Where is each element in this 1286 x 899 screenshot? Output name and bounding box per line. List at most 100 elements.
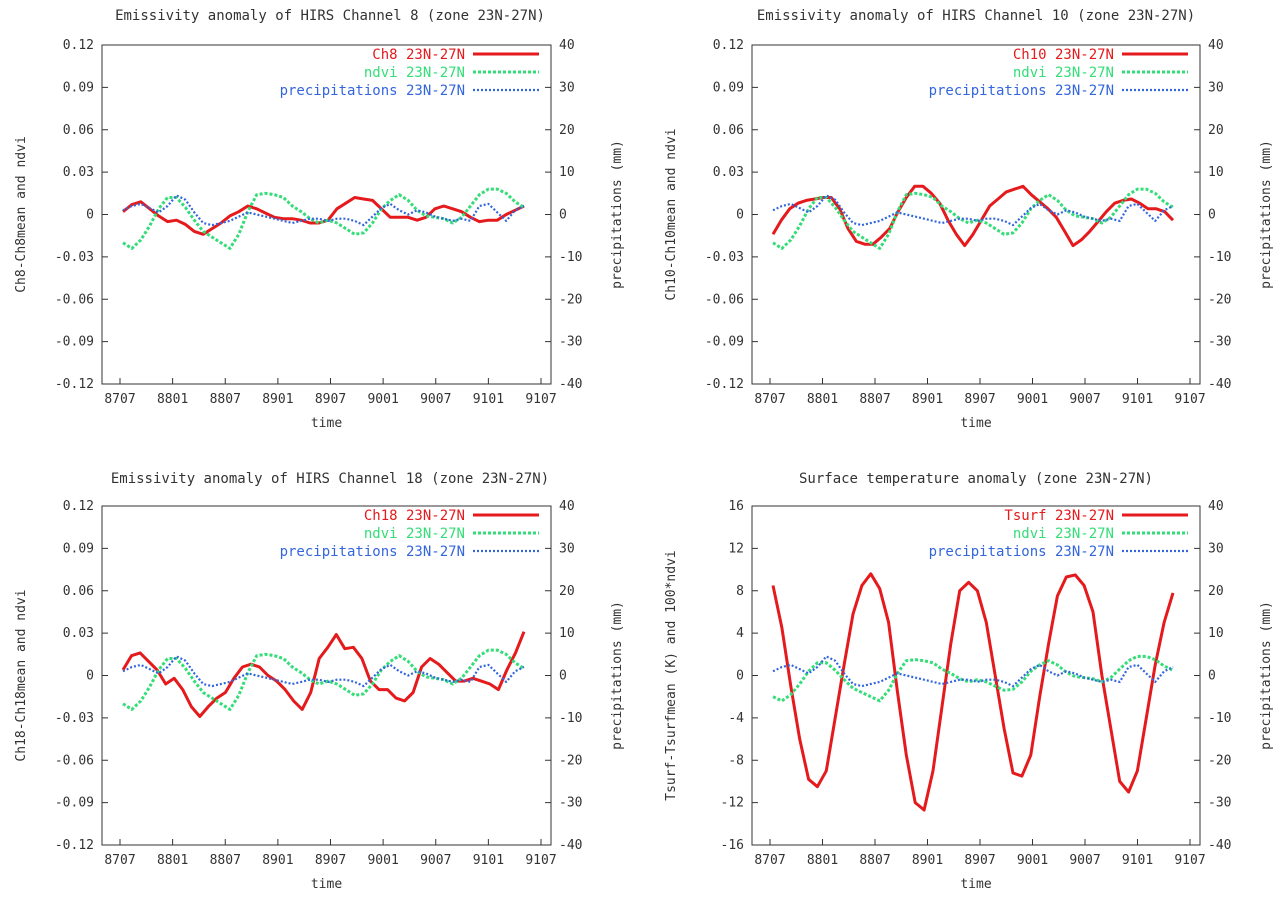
legend-label-ndvi: ndvi 23N-27N [364,526,465,542]
y-tick-label: -16 [721,838,744,853]
y2-tick-label: 10 [559,626,575,641]
legend-label-ndvi: ndvi 23N-27N [1013,526,1114,542]
y2-tick-label: 20 [1208,584,1224,599]
y2-tick-label: 30 [559,80,575,95]
x-tick-label: 9107 [1174,392,1205,407]
series-line-precip [122,655,525,688]
chart-panel-3: Emissivity anomaly of HIRS Channel 18 (z… [14,471,625,892]
legend-label-channel: Ch18 23N-27N [364,508,465,524]
x-tick-label: 8901 [262,392,293,407]
chart-panel-4: Surface temperature anomaly (zone 23N-27… [664,471,1274,892]
chart-title: Emissivity anomaly of HIRS Channel 8 (zo… [115,8,545,24]
series-line-ndvi [772,187,1174,250]
y2-tick-label: -40 [559,377,582,392]
y-tick-label: -4 [728,711,744,726]
y-tick-label: -12 [721,796,744,811]
legend-label-precip: precipitations 23N-27N [929,544,1114,560]
y-tick-label: -0.03 [55,250,94,265]
y2-tick-label: -30 [1208,335,1231,350]
y2-tick-label: -20 [559,292,582,307]
y-tick-label: 0.03 [63,165,94,180]
y2-axis-label: precipitations (mm) [610,601,625,750]
y2-tick-label: 40 [559,499,575,514]
y2-tick-label: 0 [559,208,567,223]
y-tick-label: 0.12 [63,38,94,53]
x-tick-label: 8901 [912,392,943,407]
y-tick-label: 4 [736,626,744,641]
y2-tick-label: 30 [1208,80,1224,95]
x-tick-label: 8907 [964,853,995,868]
y-tick-label: 8 [736,584,744,599]
x-tick-label: 8807 [210,853,241,868]
y-tick-label: 0.06 [713,123,744,138]
x-tick-label: 8801 [807,392,838,407]
x-tick-label: 8801 [157,392,188,407]
y2-tick-label: -10 [559,711,582,726]
x-tick-label: 8807 [210,392,241,407]
series-line-ndvi [122,187,525,250]
y2-tick-label: 10 [1208,626,1224,641]
y-tick-label: -0.12 [705,377,744,392]
y-tick-label: -0.12 [55,838,94,853]
y-tick-label: -0.09 [55,335,94,350]
y-tick-label: 0.12 [713,38,744,53]
x-tick-label: 9107 [525,853,556,868]
x-tick-label: 8807 [859,392,890,407]
y-tick-label: 0 [86,208,94,223]
y2-tick-label: 40 [559,38,575,53]
x-tick-label: 9101 [1122,392,1153,407]
chart-title: Emissivity anomaly of HIRS Channel 18 (z… [111,471,549,487]
y-axis-label: Ch18-Ch18mean and ndvi [14,589,29,761]
x-axis-label: time [311,416,342,431]
y2-tick-label: -10 [1208,711,1231,726]
y2-tick-label: 20 [559,123,575,138]
y2-tick-label: -30 [559,335,582,350]
x-tick-label: 9101 [1122,853,1153,868]
x-tick-label: 9107 [1174,853,1205,868]
x-axis-label: time [960,877,991,892]
x-tick-label: 8707 [754,392,785,407]
y-tick-label: -0.09 [705,335,744,350]
y-tick-label: 0.03 [713,165,744,180]
series-line-channel [122,196,525,236]
y2-tick-label: -20 [559,753,582,768]
y2-tick-label: -30 [1208,796,1231,811]
y2-tick-label: 30 [1208,541,1224,556]
x-tick-label: 9007 [420,853,451,868]
x-tick-label: 9001 [1017,392,1048,407]
x-tick-label: 8901 [912,853,943,868]
x-tick-label: 8907 [964,392,995,407]
legend-label-channel: Tsurf 23N-27N [1004,508,1114,524]
x-tick-label: 9107 [525,392,556,407]
x-tick-label: 9001 [1017,853,1048,868]
x-axis-label: time [311,877,342,892]
legend-label-channel: Ch10 23N-27N [1013,47,1114,63]
y-tick-label: 0.09 [63,541,94,556]
x-tick-label: 8707 [104,392,135,407]
legend-label-ndvi: ndvi 23N-27N [1013,65,1114,81]
x-tick-label: 9101 [473,853,504,868]
y-tick-label: 0.12 [63,499,94,514]
y-tick-label: 0 [86,669,94,684]
y-tick-label: 0 [736,669,744,684]
chart-title: Emissivity anomaly of HIRS Channel 10 (z… [757,8,1195,24]
chart-panel-2: Emissivity anomaly of HIRS Channel 10 (z… [664,8,1274,431]
y-tick-label: -8 [728,753,744,768]
y2-axis-label: precipitations (mm) [1259,140,1274,289]
y-tick-label: 16 [728,499,744,514]
x-tick-label: 8801 [157,853,188,868]
y-tick-label: 0.09 [713,80,744,95]
y2-tick-label: -20 [1208,292,1231,307]
legend-label-channel: Ch8 23N-27N [372,47,465,63]
y-tick-label: -0.12 [55,377,94,392]
y-tick-label: 0.03 [63,626,94,641]
x-tick-label: 8707 [104,853,135,868]
x-axis-label: time [960,416,991,431]
y2-tick-label: -20 [1208,753,1231,768]
x-tick-label: 8901 [262,853,293,868]
y2-tick-label: 40 [1208,499,1224,514]
y2-tick-label: 20 [1208,123,1224,138]
legend-label-precip: precipitations 23N-27N [280,544,465,560]
y-axis-label: Tsurf-Tsurfmean (K) and 100*ndvi [664,550,679,800]
